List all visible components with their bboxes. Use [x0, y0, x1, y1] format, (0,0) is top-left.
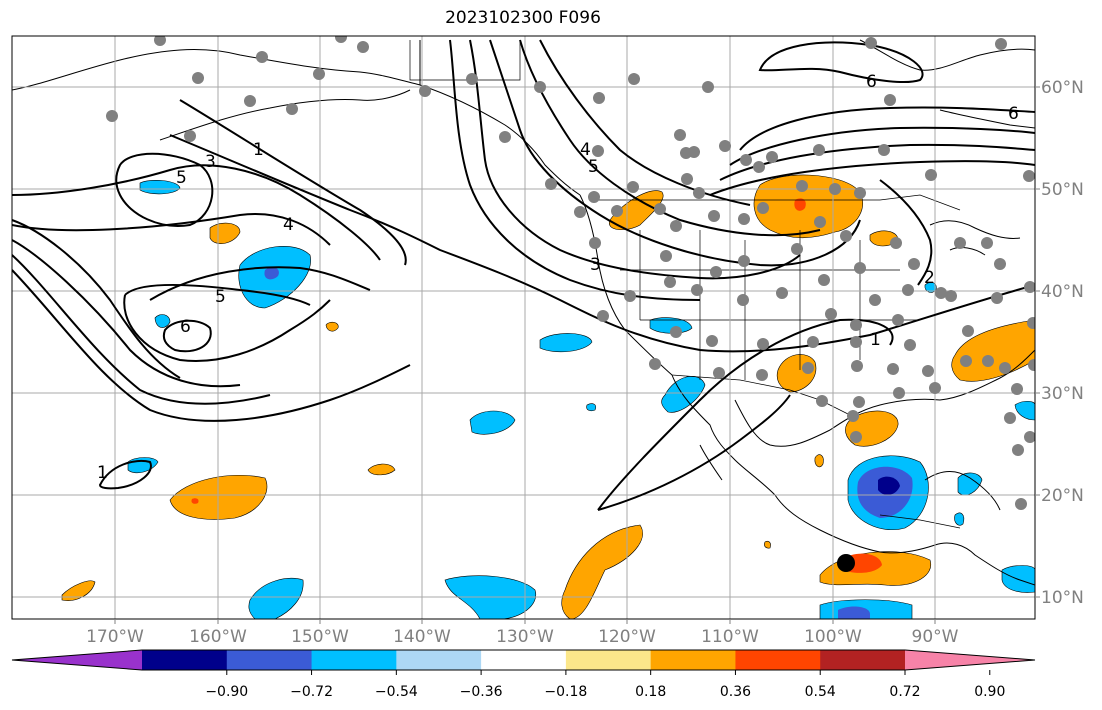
borders	[409, 40, 961, 529]
contour-label: 4	[580, 140, 591, 160]
contour-ridge-1	[169, 134, 1035, 353]
contour-pacific-5	[123, 284, 331, 362]
contour-pacific-6	[162, 319, 212, 353]
colorbar-segment	[650, 650, 736, 670]
colorbar-label: 0.18	[635, 684, 666, 700]
colorbar-labels: −0.90 −0.72 −0.54 −0.36 −0.18 0.18 0.36 0.54 0.7…	[205, 670, 1005, 700]
contour-label: 3	[590, 255, 601, 275]
lon-label: 150°W	[291, 627, 349, 647]
contour-label: 5	[176, 168, 187, 188]
contour-label: 5	[588, 157, 599, 177]
plot-area	[12, 36, 1035, 619]
colorbar-label: 0.90	[974, 684, 1005, 700]
contour-pacific-low-1	[115, 152, 214, 227]
colorbar-segment	[311, 650, 397, 670]
colorbar-segment	[565, 650, 652, 670]
lat-label: 30°N	[1041, 384, 1084, 404]
west-coast	[579, 194, 673, 376]
contour-label: 5	[215, 287, 226, 307]
lon-label: 110°W	[701, 627, 759, 647]
contour-mexico-1	[597, 318, 894, 511]
colorbar-label: −0.72	[290, 684, 333, 700]
plot-frame	[11, 35, 1036, 620]
colorbar-extend-high	[905, 650, 1035, 670]
contour-label: 4	[283, 215, 294, 235]
baja-california	[671, 374, 1035, 586]
colorbar-segment	[396, 650, 482, 670]
lon-label: 120°W	[598, 627, 656, 647]
colorbar-segment	[820, 650, 906, 670]
lon-label: 170°W	[86, 627, 144, 647]
contour-label: 6	[866, 72, 877, 92]
lat-label: 50°N	[1041, 180, 1084, 200]
contour-pacific-3	[12, 164, 381, 261]
coastlines	[12, 39, 1035, 586]
lat-ticks	[1035, 86, 1040, 598]
gulf-coast	[734, 349, 1035, 447]
lat-labels: 60°N 50°N 40°N 30°N 20°N 10°N	[1041, 78, 1084, 608]
colorbar-label: −0.90	[205, 684, 248, 700]
contour-west-trough-3	[469, 39, 801, 280]
storm-center-marker	[837, 554, 855, 572]
contour-ridge-6b	[739, 106, 1035, 151]
great-lakes	[929, 220, 1021, 256]
lat-label: 40°N	[1041, 282, 1084, 302]
hudson-bay	[859, 39, 1035, 71]
lon-label: 100°W	[804, 627, 862, 647]
contour-label: 1	[253, 140, 264, 160]
contour-pacific-2	[179, 99, 407, 266]
colorbar-label: −0.54	[375, 684, 418, 700]
positive-anomaly-pacific-south	[561, 524, 643, 619]
contour-west-trough-4	[489, 39, 861, 267]
contour-east-2	[879, 179, 933, 286]
colorbar-label: 0.54	[805, 684, 836, 700]
colorbar-segment	[735, 650, 821, 670]
alaska-panhandle	[419, 84, 581, 196]
colorbar	[11, 649, 1036, 671]
lon-ticks	[114, 619, 936, 624]
contour-label: 1	[870, 330, 881, 350]
negative-anomaly-baja	[661, 376, 706, 413]
lon-label: 160°W	[189, 627, 247, 647]
contour-label-group: 1 3 5 4 5 6 4 5 3 6 6 1 2 1	[97, 72, 1019, 483]
lon-label: 140°W	[393, 627, 451, 647]
colorbar-segment	[142, 650, 228, 670]
contour-label: 1	[97, 463, 108, 483]
colorbar-label: 0.72	[889, 684, 920, 700]
lat-label: 10°N	[1041, 588, 1084, 608]
colorbar-segment	[481, 650, 567, 670]
colorbar-label: −0.18	[544, 684, 587, 700]
positive-anomaly-plains	[753, 174, 863, 239]
alaska-coast	[12, 40, 421, 91]
colorbar-extend-low	[12, 650, 142, 670]
contour-west-trough-5	[519, 39, 821, 237]
graticule	[12, 36, 1035, 619]
contour-pacific-low-2	[149, 266, 371, 301]
colorbar-outline	[11, 649, 1036, 671]
contour-label: 3	[205, 152, 216, 172]
colorbar-label: 0.36	[720, 684, 751, 700]
contour-lines	[12, 39, 1035, 511]
contour-ridge-6	[758, 41, 924, 83]
lon-labels: 170°W 160°W 150°W 140°W 130°W 120°W 110°…	[86, 627, 959, 647]
lon-label: 90°W	[912, 627, 959, 647]
contour-pacific-4	[12, 213, 331, 246]
station-dots	[106, 36, 1035, 510]
lon-label: 130°W	[496, 627, 554, 647]
contour-label: 6	[180, 317, 191, 337]
lat-label: 60°N	[1041, 78, 1084, 98]
map-title: 2023102300 F096	[445, 8, 601, 28]
lat-label: 20°N	[1041, 486, 1084, 506]
colorbar-segment	[226, 650, 313, 670]
contour-label: 2	[924, 268, 935, 288]
contour-label: 6	[1008, 104, 1019, 124]
colorbar-label: −0.36	[460, 684, 503, 700]
